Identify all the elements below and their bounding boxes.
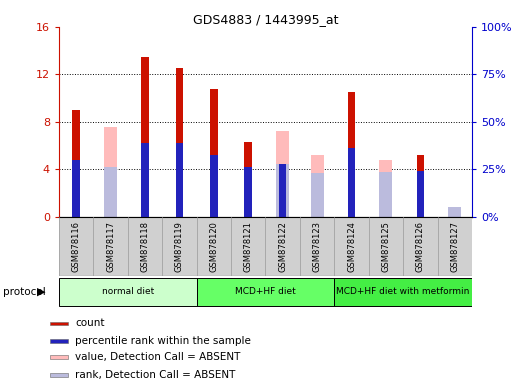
Text: GSM878125: GSM878125 xyxy=(382,221,390,272)
Bar xyxy=(141,56,149,217)
Bar xyxy=(210,155,218,217)
Text: GSM878117: GSM878117 xyxy=(106,221,115,272)
Text: ▶: ▶ xyxy=(37,287,46,297)
Text: GSM878124: GSM878124 xyxy=(347,221,356,272)
Bar xyxy=(310,155,324,217)
Text: GSM878120: GSM878120 xyxy=(209,221,219,272)
Bar xyxy=(175,143,183,217)
Bar xyxy=(348,92,356,217)
Bar xyxy=(59,278,196,306)
Text: normal diet: normal diet xyxy=(102,287,154,296)
Text: MCD+HF diet: MCD+HF diet xyxy=(235,287,296,296)
Bar xyxy=(245,142,252,217)
Text: GSM878127: GSM878127 xyxy=(450,221,459,272)
Bar xyxy=(310,173,324,217)
Bar xyxy=(50,321,68,325)
Text: GSM878122: GSM878122 xyxy=(278,221,287,272)
Bar xyxy=(50,339,68,343)
Text: count: count xyxy=(75,318,105,328)
Bar xyxy=(104,127,117,217)
Text: GSM878123: GSM878123 xyxy=(312,221,322,272)
Bar xyxy=(50,373,68,377)
Text: GSM878118: GSM878118 xyxy=(141,221,149,272)
Bar xyxy=(279,164,286,217)
Bar xyxy=(380,160,392,217)
Bar xyxy=(72,160,80,217)
Bar xyxy=(417,170,424,217)
Bar xyxy=(72,110,80,217)
Title: GDS4883 / 1443995_at: GDS4883 / 1443995_at xyxy=(193,13,338,26)
Text: percentile rank within the sample: percentile rank within the sample xyxy=(75,336,251,346)
Text: GSM878126: GSM878126 xyxy=(416,221,425,272)
Bar xyxy=(196,278,334,306)
Bar xyxy=(50,356,68,359)
Bar xyxy=(348,148,356,217)
Text: value, Detection Call = ABSENT: value, Detection Call = ABSENT xyxy=(75,353,240,362)
Bar xyxy=(104,167,117,217)
Bar xyxy=(334,278,472,306)
Bar xyxy=(141,143,149,217)
Text: GSM878121: GSM878121 xyxy=(244,221,253,272)
Text: MCD+HF diet with metformin: MCD+HF diet with metformin xyxy=(337,287,470,296)
Bar xyxy=(276,164,289,217)
Bar xyxy=(380,172,392,217)
Bar xyxy=(417,155,424,217)
Text: rank, Detection Call = ABSENT: rank, Detection Call = ABSENT xyxy=(75,370,235,380)
Bar xyxy=(175,68,183,217)
Text: GSM878116: GSM878116 xyxy=(72,221,81,272)
Text: GSM878119: GSM878119 xyxy=(175,221,184,272)
Bar xyxy=(245,167,252,217)
Bar xyxy=(276,131,289,217)
Bar xyxy=(210,89,218,217)
Bar xyxy=(448,207,461,217)
Text: protocol: protocol xyxy=(3,287,45,297)
